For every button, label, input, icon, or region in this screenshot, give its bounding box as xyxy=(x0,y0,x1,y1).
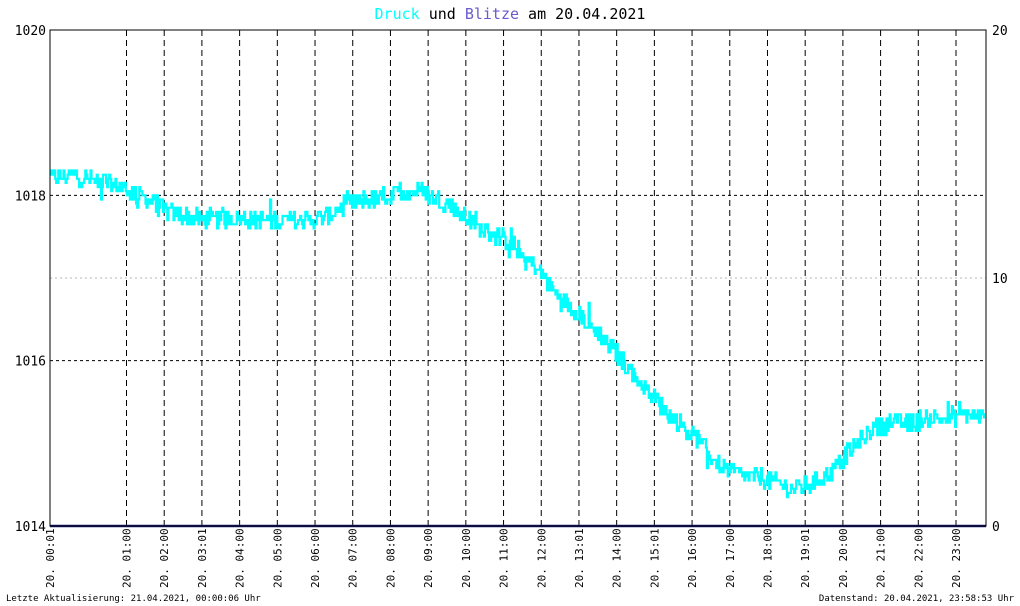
x-tick-label: 20. 14:00 xyxy=(611,528,624,588)
x-tick-label: 20. 04:00 xyxy=(234,528,247,588)
x-tick-label: 20. 08:00 xyxy=(384,528,397,588)
title-druck: Druck xyxy=(375,5,420,23)
x-tick-label: 20. 09:00 xyxy=(422,528,435,588)
y-left-tick-label: 1018 xyxy=(15,189,46,204)
y-left-tick-label: 1014 xyxy=(15,520,46,535)
x-tick-label: 20. 01:00 xyxy=(121,528,134,588)
grid xyxy=(50,30,986,526)
footer-data-status: Datenstand: 20.04.2021, 23:58:53 Uhr xyxy=(819,594,1015,604)
footer-last-update: Letzte Aktualisierung: 21.04.2021, 00:00… xyxy=(6,594,261,604)
y-right-tick-label: 20 xyxy=(992,24,1008,39)
x-tick-label: 20. 10:00 xyxy=(460,528,473,588)
y-right-tick-label: 0 xyxy=(992,520,1000,535)
y-left-tick-label: 1020 xyxy=(15,24,46,39)
y-left-tick-label: 1016 xyxy=(15,355,46,370)
chart-title: Druck und Blitze am 20.04.2021 xyxy=(375,5,646,23)
x-tick-label: 20. 02:00 xyxy=(158,528,171,588)
x-tick-label: 20. 00:01 xyxy=(44,528,57,588)
x-tick-label: 20. 18:00 xyxy=(761,528,774,588)
plot-frame xyxy=(49,29,987,527)
x-tick-label: 20. 06:00 xyxy=(309,528,322,588)
x-tick-label: 20. 17:00 xyxy=(724,528,737,588)
x-tick-label: 20. 22:00 xyxy=(912,528,925,588)
x-tick-label: 20. 11:00 xyxy=(498,528,511,588)
x-tick-label: 20. 12:00 xyxy=(535,528,548,588)
x-tick-label: 20. 13:01 xyxy=(573,528,586,588)
x-tick-label: 20. 21:00 xyxy=(875,528,888,588)
y-right-tick-label: 10 xyxy=(992,272,1008,287)
series-druck-line xyxy=(49,169,986,499)
x-tick-label: 20. 23:00 xyxy=(950,528,963,588)
title-date: am 20.04.2021 xyxy=(519,5,645,23)
title-blitze: Blitze xyxy=(465,5,519,23)
x-tick-label: 20. 15:01 xyxy=(648,528,661,588)
title-und: und xyxy=(420,5,465,23)
axes: 1020 1018 1016 1014 20 10 0 20. 00:01 20. 01:00 2… xyxy=(15,24,1008,588)
x-tick-label: 20. 16:00 xyxy=(686,528,699,588)
x-tick-label: 20. 07:00 xyxy=(347,528,360,588)
x-tick-label: 20. 03:01 xyxy=(196,528,209,588)
x-tick-label: 20. 20:00 xyxy=(837,528,850,588)
x-tick-label: 20. 19:01 xyxy=(799,528,812,588)
series-layer xyxy=(49,169,986,528)
x-tick-label: 20. 05:00 xyxy=(271,528,284,588)
